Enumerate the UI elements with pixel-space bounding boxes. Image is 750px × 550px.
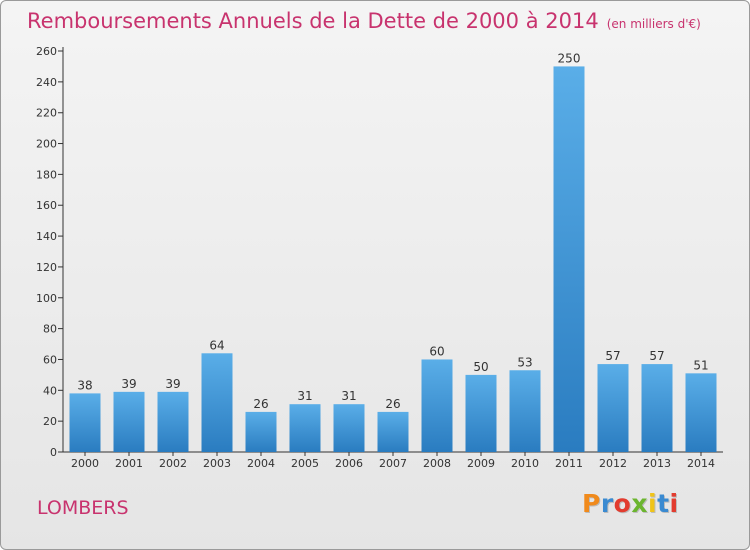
bar <box>509 370 541 452</box>
x-tick-label: 2003 <box>203 457 231 470</box>
bar-value-label: 50 <box>473 360 488 374</box>
logo-letter: i <box>669 489 679 518</box>
proxiti-logo: Proxiti <box>582 489 679 518</box>
bar <box>69 393 101 452</box>
logo-letter: i <box>648 489 658 518</box>
bar-value-label: 250 <box>558 51 581 65</box>
y-tick-label: 240 <box>36 76 57 89</box>
bar <box>333 404 365 452</box>
y-tick-label: 260 <box>36 45 57 58</box>
logo-letter: t <box>657 489 670 518</box>
bar <box>377 411 409 452</box>
bar <box>157 391 189 452</box>
bar <box>685 373 717 452</box>
x-tick-label: 2008 <box>423 457 451 470</box>
x-tick-label: 2010 <box>511 457 539 470</box>
x-tick-label: 2002 <box>159 457 187 470</box>
bar-value-label: 60 <box>429 344 444 358</box>
bar-value-label: 26 <box>385 397 400 411</box>
x-tick-label: 2012 <box>599 457 627 470</box>
x-tick-label: 2007 <box>379 457 407 470</box>
y-tick-label: 20 <box>43 415 57 428</box>
bar <box>641 364 673 452</box>
x-tick-label: 2006 <box>335 457 363 470</box>
logo-letter: x <box>631 489 648 518</box>
x-tick-label: 2013 <box>643 457 671 470</box>
y-tick-label: 40 <box>43 384 57 397</box>
bar <box>465 374 497 452</box>
bar-value-label: 53 <box>517 355 532 369</box>
bar <box>553 66 585 452</box>
chart-title: Remboursements Annuels de la Dette de 20… <box>27 9 701 33</box>
y-tick-label: 0 <box>50 446 57 459</box>
bar <box>113 391 145 452</box>
bar-value-label: 64 <box>209 338 224 352</box>
x-tick-label: 2014 <box>687 457 715 470</box>
bar-value-label: 57 <box>605 349 620 363</box>
y-tick-label: 80 <box>43 323 57 336</box>
bar <box>597 364 629 452</box>
bar-value-label: 26 <box>253 397 268 411</box>
bar-value-label: 39 <box>165 377 180 391</box>
y-tick-label: 60 <box>43 353 57 366</box>
x-tick-label: 2004 <box>247 457 275 470</box>
bar-value-label: 39 <box>121 377 136 391</box>
bar <box>421 359 453 452</box>
bar <box>289 404 321 452</box>
chart-subtitle: (en milliers d'€) <box>606 17 701 31</box>
x-tick-label: 2009 <box>467 457 495 470</box>
bar-value-label: 57 <box>649 349 664 363</box>
bar <box>201 353 233 452</box>
town-name: LOMBERS <box>37 497 129 519</box>
x-tick-label: 2000 <box>71 457 99 470</box>
logo-letter: o <box>613 489 632 518</box>
x-tick-label: 2005 <box>291 457 319 470</box>
logo-letter: r <box>600 489 614 518</box>
y-tick-label: 120 <box>36 261 57 274</box>
x-tick-label: 2011 <box>555 457 583 470</box>
y-tick-label: 140 <box>36 230 57 243</box>
bar-value-label: 38 <box>77 378 92 392</box>
bar <box>245 411 277 452</box>
bar-value-label: 31 <box>341 389 356 403</box>
y-tick-label: 200 <box>36 138 57 151</box>
y-tick-label: 220 <box>36 107 57 120</box>
bar-value-label: 51 <box>693 358 708 372</box>
y-tick-label: 160 <box>36 199 57 212</box>
bar-value-label: 31 <box>297 389 312 403</box>
x-tick-label: 2001 <box>115 457 143 470</box>
logo-letter: P <box>582 489 601 518</box>
y-tick-label: 100 <box>36 292 57 305</box>
y-tick-label: 180 <box>36 168 57 181</box>
